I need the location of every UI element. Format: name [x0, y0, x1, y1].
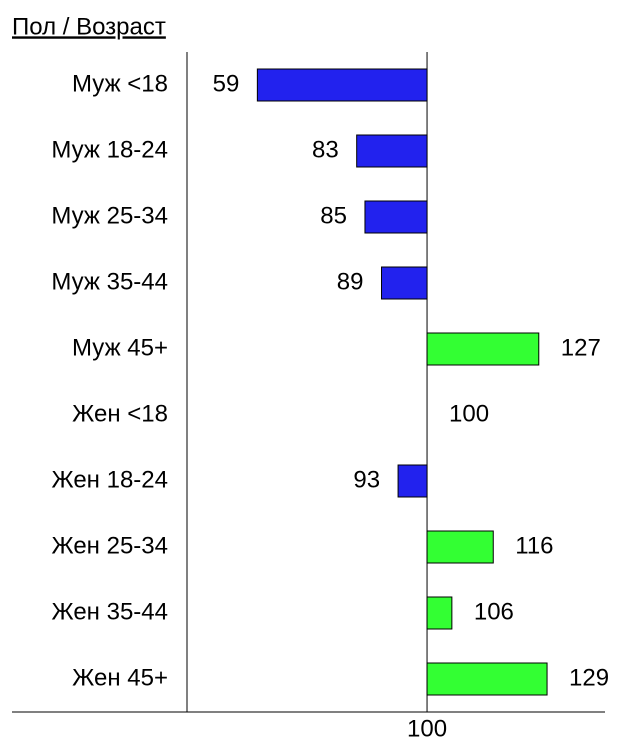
bar: [426, 530, 494, 564]
x-tick-label: 100: [407, 715, 447, 740]
y-tick-label: Муж 18-24: [51, 136, 168, 163]
y-tick-label: Муж 25-34: [51, 202, 168, 229]
value-label: 129: [569, 664, 609, 691]
y-tick-label: Жен 35-44: [51, 598, 168, 625]
bar: [256, 68, 428, 102]
value-label: 106: [474, 598, 514, 625]
y-tick-label: Муж 35-44: [51, 268, 168, 295]
bar: [426, 662, 548, 696]
value-label: 89: [337, 268, 364, 295]
y-tick-label: Жен 45+: [72, 664, 168, 691]
y-tick-label: Жен 18-24: [51, 466, 168, 493]
bar: [426, 596, 453, 630]
value-label: 127: [561, 334, 601, 361]
value-label: 59: [213, 70, 240, 97]
value-label: 116: [515, 532, 553, 559]
value-label: 93: [353, 466, 380, 493]
bar: [356, 134, 428, 168]
bar: [426, 332, 540, 366]
value-label: 83: [312, 136, 339, 163]
bar: [381, 266, 428, 300]
value-label: 85: [320, 202, 347, 229]
value-label: 100: [449, 400, 489, 427]
y-tick-label: Муж <18: [72, 70, 168, 97]
chart-title: Пол / Возраст: [12, 13, 166, 40]
y-tick-label: Жен 25-34: [51, 532, 168, 559]
bar: [397, 464, 428, 498]
y-tick-label: Жен <18: [72, 400, 168, 427]
y-tick-label: Муж 45+: [72, 334, 168, 361]
bar: [364, 200, 428, 234]
